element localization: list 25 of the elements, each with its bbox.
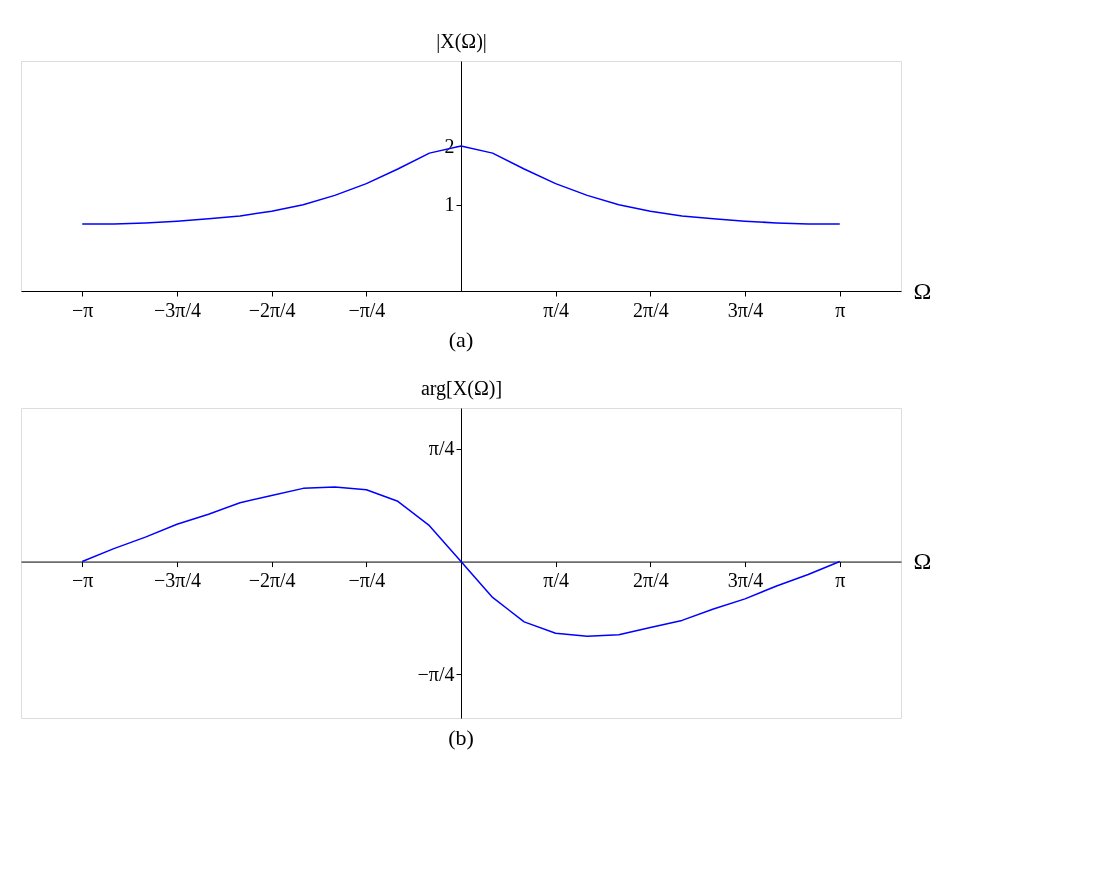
x-axis-title: Ω	[913, 548, 932, 575]
x-tick-label: −2π/4	[248, 569, 296, 592]
y-axis-title: |X(Ω)|	[436, 29, 487, 53]
y-tick-label: −π/4	[417, 662, 455, 685]
y-axis-title: arg[X(Ω)]	[420, 376, 503, 400]
x-axis-title: Ω	[913, 277, 932, 304]
x-tick-label: 3π/4	[727, 298, 764, 321]
x-tick-label: π	[835, 298, 846, 321]
x-tick-label: π	[835, 569, 846, 592]
x-tick-label: −2π/4	[248, 298, 296, 321]
x-tick-label: −π/4	[348, 298, 386, 321]
x-tick-label: π/4	[543, 298, 569, 321]
y-tick-label: 1	[444, 193, 455, 216]
x-tick-label: 2π/4	[633, 569, 669, 592]
y-tick-label: π/4	[428, 437, 455, 460]
x-tick-label: π/4	[543, 569, 569, 592]
x-tick-label: 2π/4	[633, 298, 669, 321]
x-tick-label: −π/4	[348, 569, 386, 592]
x-tick-label: −3π/4	[154, 569, 201, 592]
x-tick-label: 3π/4	[727, 569, 764, 592]
text: (a)	[448, 327, 474, 352]
x-tick-label: −π	[72, 569, 94, 592]
x-tick-label: −π	[72, 298, 94, 321]
x-tick-label: −3π/4	[154, 298, 201, 321]
text: (b)	[448, 725, 474, 750]
